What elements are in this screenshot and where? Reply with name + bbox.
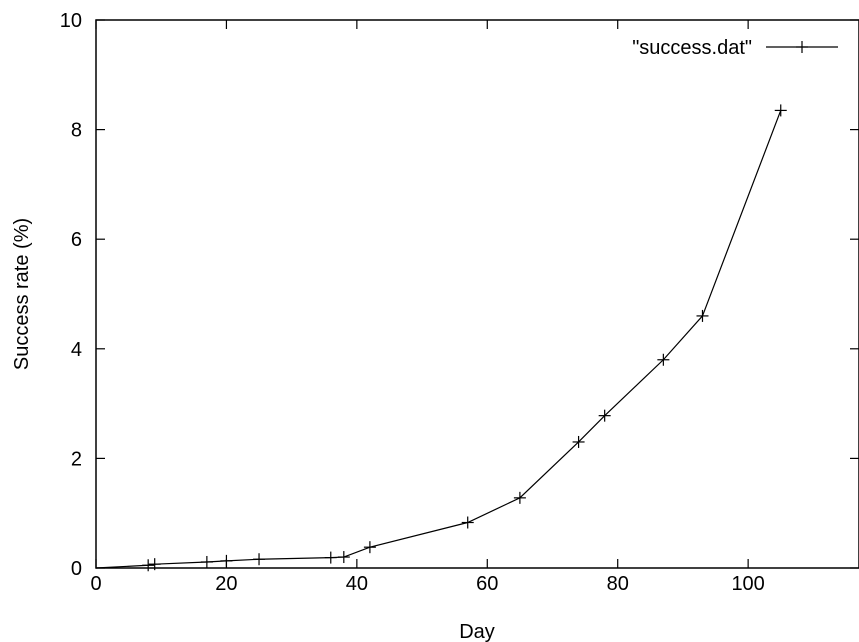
plot-frame	[95, 19, 859, 569]
data-point-marker	[142, 559, 155, 572]
data-point-marker	[657, 353, 670, 366]
legend: "success.dat"	[632, 37, 838, 59]
tick-marks	[95, 19, 859, 569]
x-axis-title: Day	[459, 621, 495, 642]
x-tick-label: 100	[731, 573, 764, 595]
legend-label: "success.dat"	[632, 37, 752, 59]
data-point-marker	[324, 551, 337, 564]
data-point-marker	[774, 104, 787, 117]
data-point-marker	[461, 516, 474, 529]
y-tick-label: 2	[71, 448, 82, 470]
series-lines	[95, 104, 787, 572]
data-point-marker	[572, 435, 585, 448]
y-tick-label: 4	[71, 339, 82, 361]
series-line	[95, 110, 782, 569]
y-tick-label: 6	[71, 229, 82, 251]
x-tick-label: 40	[346, 573, 368, 595]
x-tick-label: 60	[476, 573, 498, 595]
data-point-marker	[148, 558, 161, 571]
x-tick-label: 20	[215, 573, 237, 595]
data-point-marker	[363, 541, 376, 554]
tick-labels: 0 20 40 60 80 100 0 2 4 6 8 10	[60, 10, 765, 595]
data-point-marker	[598, 409, 611, 422]
y-axis-title: Success rate (%)	[11, 218, 33, 370]
legend-marker	[796, 41, 808, 53]
y-tick-label: 0	[71, 558, 82, 580]
data-point-marker	[220, 554, 233, 567]
data-point-marker	[253, 553, 266, 566]
y-tick-label: 10	[60, 10, 82, 32]
data-point-marker	[337, 551, 350, 564]
y-tick-label: 8	[71, 120, 82, 142]
x-tick-label: 0	[90, 573, 101, 595]
data-point-marker	[513, 491, 526, 504]
data-point-marker	[696, 309, 709, 322]
data-point-marker	[200, 555, 213, 568]
x-tick-label: 80	[607, 573, 629, 595]
